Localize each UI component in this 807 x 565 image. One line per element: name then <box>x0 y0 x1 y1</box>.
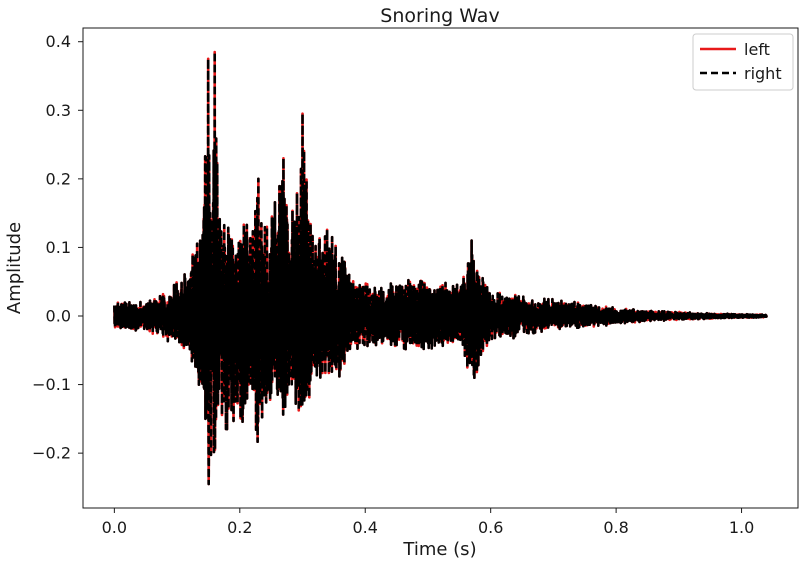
x-tick-label: 0.6 <box>478 518 503 537</box>
y-tick-label: 0.2 <box>46 169 71 188</box>
legend: left right <box>692 33 794 91</box>
x-tick-label: 0.8 <box>603 518 628 537</box>
x-tick-label: 0.2 <box>227 518 252 537</box>
y-axis-ticks: −0.2 −0.1 0.0 0.1 0.2 0.3 0.4 <box>32 32 83 463</box>
x-tick-label: 0.0 <box>102 518 127 537</box>
x-axis-ticks: 0.0 0.2 0.4 0.6 0.8 1.0 <box>102 508 754 537</box>
series-right-line <box>113 50 768 486</box>
x-tick-label: 1.0 <box>729 518 754 537</box>
y-tick-label: 0.0 <box>46 307 71 326</box>
x-tick-label: 0.4 <box>353 518 378 537</box>
legend-label-right: right <box>744 64 782 83</box>
legend-label-left: left <box>744 40 770 59</box>
plot-area <box>82 27 799 509</box>
y-tick-label: 0.1 <box>46 238 71 257</box>
x-axis-label: Time (s) <box>402 539 476 560</box>
y-tick-label: 0.4 <box>46 32 71 51</box>
chart-title: Snoring Wav <box>380 5 499 27</box>
plot-background <box>83 28 798 508</box>
y-tick-label: −0.2 <box>32 444 71 463</box>
y-tick-label: −0.1 <box>32 375 71 394</box>
y-tick-label: 0.3 <box>46 101 71 120</box>
axes-frame <box>82 27 799 509</box>
y-axis-label: Amplitude <box>4 222 25 314</box>
